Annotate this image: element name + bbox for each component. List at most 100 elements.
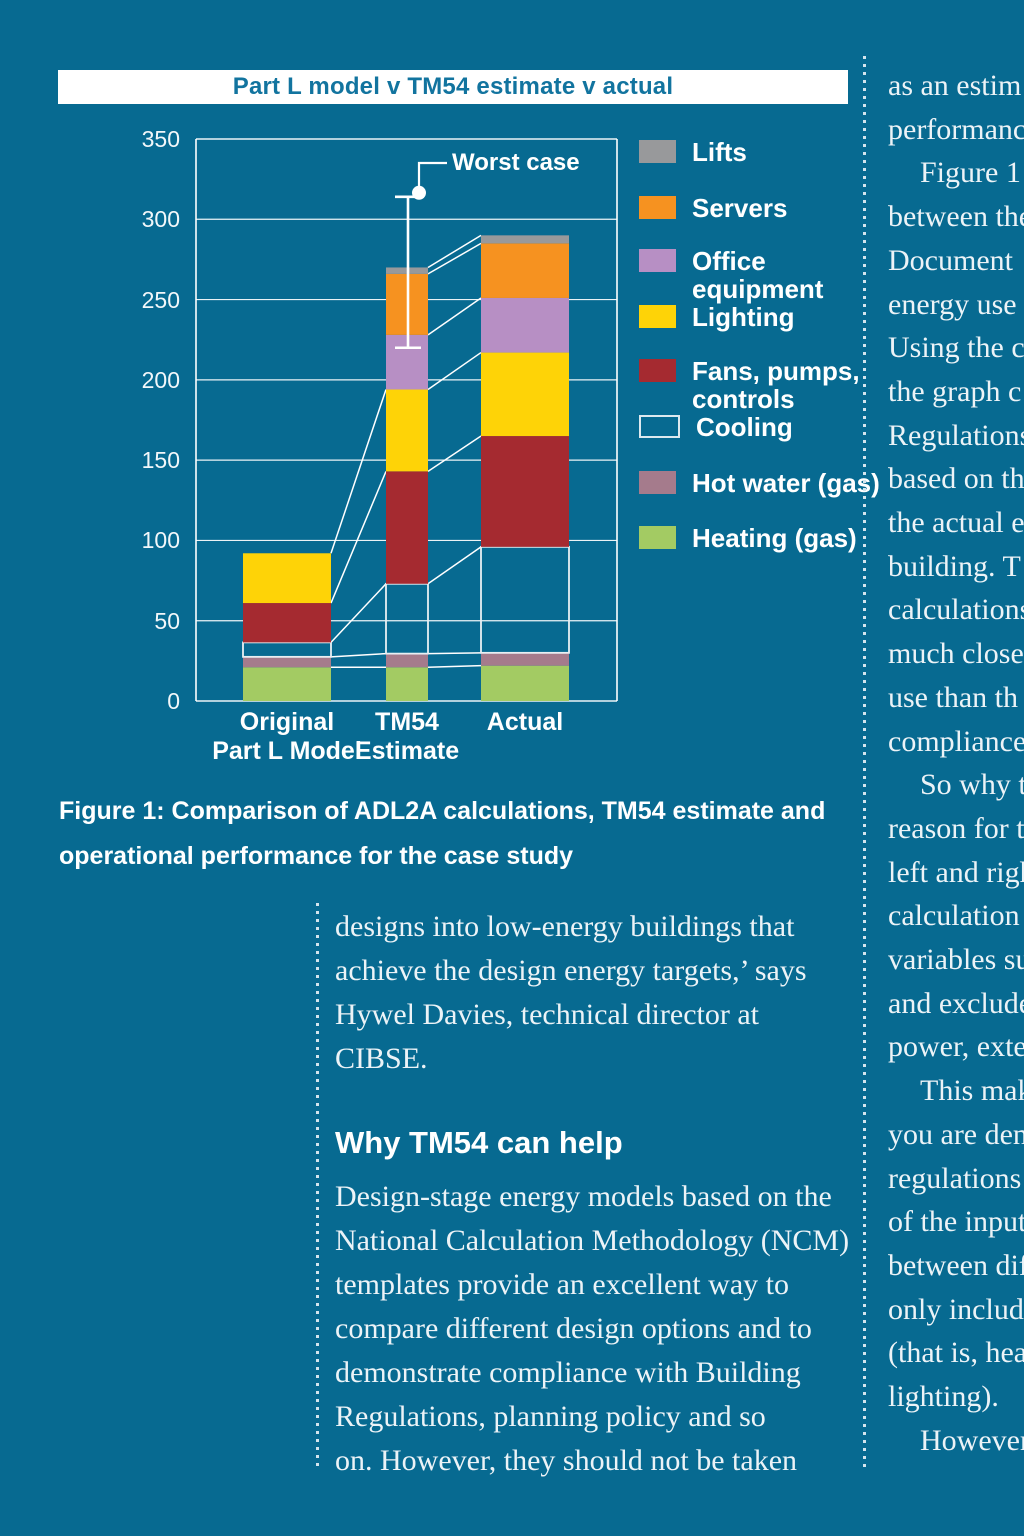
bar-segment-heating-gas- [481, 665, 569, 701]
legend-label-line: Lighting [692, 302, 795, 332]
legend-swatch-icon [639, 471, 676, 494]
y-tick-0: 0 [167, 688, 180, 714]
y-tick-150: 150 [141, 447, 180, 474]
bar-segment-hot-water-gas- [243, 656, 331, 668]
legend-item-fans-pumps-controls: Fans, pumps, controls [639, 357, 860, 413]
legend-item-lifts: Lifts [639, 138, 747, 166]
legend-label-line: Servers [692, 193, 788, 223]
legend-label: Lifts [692, 138, 747, 166]
legend-swatch-icon [639, 359, 676, 382]
body-text-line: you are den [888, 1117, 1024, 1151]
legend-label: Heating (gas) [692, 524, 857, 552]
x-category-label-line: Estimate [354, 737, 460, 765]
segment-connector-line [427, 664, 482, 669]
body-text-line: Using the c [888, 331, 1024, 365]
x-category-label-line: TM54 [375, 708, 439, 736]
x-category-label-3: Actual [415, 708, 635, 737]
body-text-line: Regulations [888, 418, 1024, 452]
bar-segment-heating-gas- [386, 667, 428, 701]
legend-swatch-icon [639, 415, 680, 438]
column-separator-right [863, 56, 866, 1468]
body-text-line: variables su [888, 943, 1024, 977]
body-text-line: (that is, hea [888, 1336, 1024, 1370]
body-text-line: lighting). [888, 1380, 999, 1414]
left-paragraph-2: Design-stage energy models based on the N… [335, 1175, 895, 1483]
body-text-line: Hywel Davies, technical director at [335, 998, 759, 1031]
body-text-line: use than th [888, 680, 1018, 714]
body-text-line: between the [888, 200, 1024, 234]
legend-label-line: Fans, pumps, [692, 356, 860, 386]
bar-segment-fans-pumps-controls [481, 436, 569, 547]
segment-connector-line [427, 242, 482, 275]
y-tick-350: 350 [141, 126, 180, 152]
body-text-line: performanc [888, 112, 1024, 146]
segment-connector-line [330, 471, 387, 604]
body-text-line: compliance [888, 724, 1024, 758]
chart-title-bar: Part L model v TM54 estimate v actual [58, 70, 848, 104]
segment-connector-line [427, 351, 482, 391]
legend-label-line: equipment [692, 274, 824, 304]
legend-item-hot-water-gas-: Hot water (gas) [639, 469, 880, 497]
body-text-line: only includ [888, 1292, 1024, 1326]
body-text-right-column: as an estim performanc Figure 1 i between t… [888, 64, 1024, 1463]
body-text-line: left and righ [888, 855, 1024, 889]
legend-label: Servers [692, 194, 787, 222]
body-text-line: This mak [920, 1074, 1024, 1108]
body-text-line: calculations [888, 593, 1024, 627]
bar-segment-fans-pumps-controls [243, 603, 331, 643]
bar-segment-cooling [480, 545, 570, 654]
legend-label: Lighting [692, 303, 795, 331]
body-text-line: as an estim [888, 69, 1022, 102]
legend-label: Office equipment [692, 247, 823, 303]
bar-segment-cooling [385, 582, 429, 655]
segment-connector-line [427, 297, 482, 336]
body-text-line: based on th [888, 462, 1024, 496]
bar-segment-lifts [386, 267, 428, 274]
worst-case-connector-line [417, 161, 447, 187]
bar-segment-lifts [481, 235, 569, 244]
bar-segment-office-equipment [481, 297, 569, 353]
segment-connector-line [427, 652, 482, 655]
x-category-label-line: Original [239, 708, 335, 736]
body-text-line: compare different design options and to [335, 1312, 812, 1345]
legend-swatch-icon [639, 249, 676, 272]
body-text-line: reason for t [888, 811, 1024, 845]
legend-item-cooling: Cooling [639, 413, 793, 441]
y-tick-250: 250 [141, 286, 180, 313]
body-text-line: regulations [888, 1161, 1022, 1195]
figure-caption: Figure 1: Comparison of ADL2A calculatio… [59, 789, 859, 879]
column-separator-left [316, 903, 319, 1468]
chart-title: Part L model v TM54 estimate v actual [232, 73, 674, 100]
legend-label: Fans, pumps, controls [692, 357, 860, 413]
legend-swatch-icon [639, 140, 676, 163]
body-text-line: Figure 1 i [920, 156, 1024, 190]
segment-connector-line [427, 546, 482, 585]
legend-label-line: Lifts [692, 137, 747, 167]
worst-case-dot [412, 185, 426, 200]
body-text-line: demonstrate compliance with Building [335, 1356, 801, 1389]
legend-item-servers: Servers [639, 194, 787, 222]
body-text-line: and exclude [888, 986, 1024, 1020]
body-text-line: much close [888, 637, 1024, 671]
body-text-line: However [920, 1423, 1024, 1457]
worst-case-annotation-label: Worst case [452, 149, 580, 176]
bar-segment-lighting [481, 352, 569, 437]
bar-segment-hot-water-gas- [481, 652, 569, 666]
legend-label: Cooling [696, 413, 793, 441]
legend-label-line: Cooling [696, 412, 793, 442]
bar-segment-servers [481, 243, 569, 298]
body-text-line: the actual e [888, 506, 1024, 540]
segment-connector-line [330, 389, 387, 554]
bar-segment-lighting [243, 553, 331, 604]
legend-swatch-icon [639, 526, 676, 549]
body-text-line: Document [888, 243, 1013, 277]
body-text-line: designs into low-energy buildings that [335, 910, 795, 943]
legend-label-line: controls [692, 384, 795, 414]
body-text-line: So why t [920, 768, 1024, 802]
segment-connector-line [427, 435, 482, 473]
bar-segment-heating-gas- [243, 667, 331, 701]
x-category-label-1: Original Part L Model [177, 708, 397, 766]
body-text-line: Design-stage energy models based on the [335, 1180, 832, 1213]
body-text-line: National Calculation Methodology (NCM) [335, 1224, 850, 1257]
